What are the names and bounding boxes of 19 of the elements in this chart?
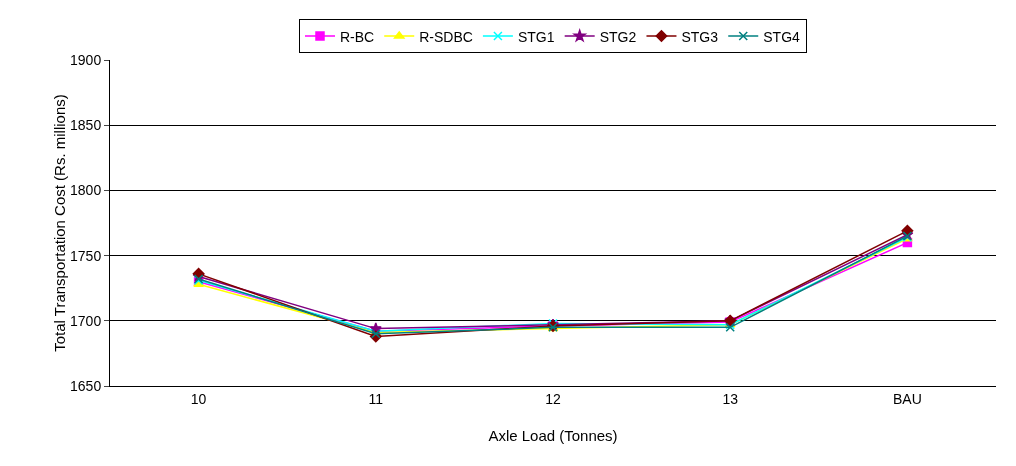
x-tick-label: 11 xyxy=(368,390,384,407)
x-tick-label: BAU xyxy=(893,390,922,407)
y-axis-title: Total Transportation Cost (Rs. millions) xyxy=(51,94,69,352)
legend-label: STG4 xyxy=(763,28,801,45)
legend-label: STG3 xyxy=(681,28,719,45)
x-tick-label: 10 xyxy=(190,390,207,407)
y-tick-label: 1750 xyxy=(70,247,102,264)
y-tick-label: 1800 xyxy=(70,182,102,199)
y-tick-label: 1650 xyxy=(70,377,102,394)
legend-label: R-BC xyxy=(340,28,375,45)
x-axis-title: Axle Load (Tonnes) xyxy=(488,427,618,444)
y-tick-label: 1900 xyxy=(70,51,102,68)
x-tick-label: 12 xyxy=(545,390,561,407)
legend-label: STG1 xyxy=(517,28,555,45)
legend-label: R-SDBC xyxy=(419,28,473,45)
y-tick-label: 1850 xyxy=(70,117,102,134)
y-tick-label: 1700 xyxy=(70,312,102,329)
x-tick-label: 13 xyxy=(722,390,739,407)
legend-label: STG2 xyxy=(599,28,637,45)
